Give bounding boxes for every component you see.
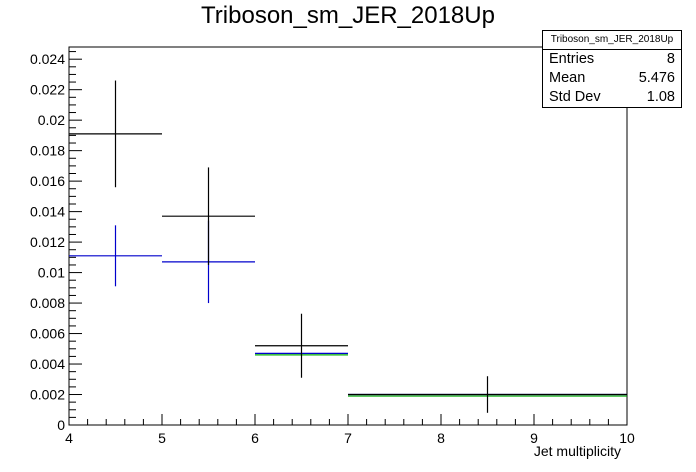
x-axis-label: Jet multiplicity (534, 443, 621, 459)
stats-std-label: Std Dev (549, 89, 601, 105)
stats-mean-row: Mean 5.476 (543, 69, 681, 88)
stats-std-row: Std Dev 1.08 (543, 88, 681, 107)
x-tick-label: 6 (251, 430, 259, 446)
y-tick-label: 0.016 (30, 173, 65, 189)
stats-std-value: 1.08 (646, 89, 675, 105)
y-tick-label: 0.008 (30, 295, 65, 311)
stats-entries-row: Entries 8 (543, 50, 681, 69)
chart-title: Triboson_sm_JER_2018Up (201, 2, 495, 29)
stats-entries-value: 8 (666, 51, 675, 67)
stats-box-title: Triboson_sm_JER_2018Up (543, 31, 681, 50)
x-tick-label: 10 (619, 430, 635, 446)
stats-mean-value: 5.476 (638, 70, 675, 86)
y-tick-label: 0.022 (30, 82, 65, 98)
y-tick-label: 0.004 (30, 356, 65, 372)
x-tick-label: 7 (344, 430, 352, 446)
x-tick-label: 4 (65, 430, 73, 446)
x-tick-label: 5 (158, 430, 166, 446)
stats-entries-label: Entries (549, 51, 595, 67)
y-tick-label: 0 (57, 417, 65, 433)
y-tick-label: 0.02 (38, 112, 65, 128)
y-tick-label: 0.012 (30, 234, 65, 250)
y-tick-label: 0.006 (30, 326, 65, 342)
y-tick-label: 0.002 (30, 387, 65, 403)
y-tick-label: 0.018 (30, 143, 65, 159)
y-tick-label: 0.01 (38, 265, 65, 281)
stats-box: Triboson_sm_JER_2018Up Entries 8 Mean 5.… (542, 30, 682, 108)
x-tick-label: 8 (437, 430, 445, 446)
y-tick-label: 0.014 (30, 204, 65, 220)
stats-mean-label: Mean (549, 70, 586, 86)
x-tick-label: 9 (530, 430, 538, 446)
y-tick-label: 0.024 (30, 51, 65, 67)
